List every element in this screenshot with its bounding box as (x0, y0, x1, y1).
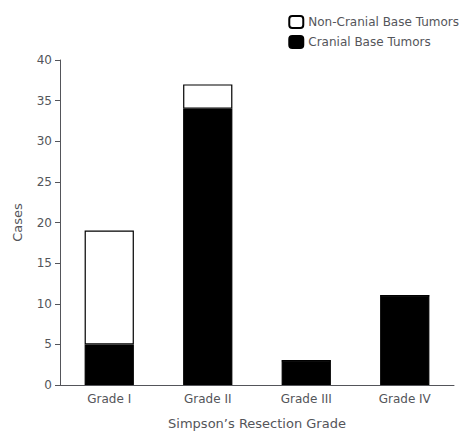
svg-text:10: 10 (37, 297, 52, 311)
svg-text:Grade I: Grade I (87, 392, 131, 406)
svg-text:15: 15 (37, 256, 52, 270)
svg-text:20: 20 (37, 216, 52, 230)
svg-text:25: 25 (37, 175, 52, 189)
svg-text:Grade IV: Grade IV (379, 392, 432, 406)
svg-text:35: 35 (37, 94, 52, 108)
svg-text:Grade II: Grade II (184, 392, 231, 406)
svg-text:0: 0 (44, 378, 52, 392)
svg-text:Cranial Base Tumors: Cranial Base Tumors (308, 35, 430, 49)
svg-text:5: 5 (44, 337, 52, 351)
svg-text:Cases: Cases (10, 203, 25, 242)
svg-text:40: 40 (37, 53, 52, 67)
svg-text:Grade III: Grade III (281, 392, 332, 406)
svg-text:Non-Cranial Base Tumors: Non-Cranial Base Tumors (308, 15, 459, 29)
svg-text:30: 30 (37, 134, 52, 148)
svg-text:Simpson’s Resection Grade: Simpson’s Resection Grade (168, 416, 346, 431)
